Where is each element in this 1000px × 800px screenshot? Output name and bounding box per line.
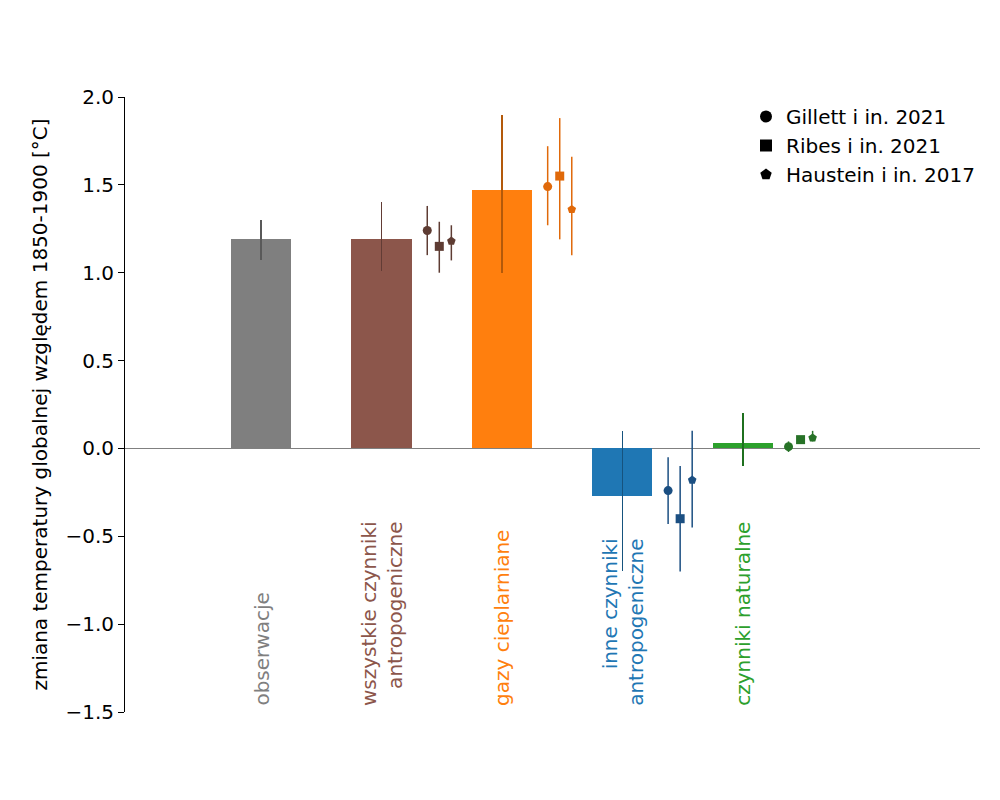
svg-text:2.0: 2.0 bbox=[82, 85, 114, 109]
svg-text:1.0: 1.0 bbox=[82, 261, 114, 285]
svg-text:Ribes i in. 2021: Ribes i in. 2021 bbox=[786, 134, 941, 158]
svg-text:−1.0: −1.0 bbox=[65, 612, 114, 636]
svg-text:zmiana temperatury globalnej w: zmiana temperatury globalnej względem 18… bbox=[28, 118, 52, 690]
svg-text:czynniki naturalne: czynniki naturalne bbox=[731, 522, 755, 706]
svg-text:Haustein i in. 2017: Haustein i in. 2017 bbox=[786, 163, 975, 187]
svg-text:obserwacje: obserwacje bbox=[250, 592, 274, 705]
svg-text:−0.5: −0.5 bbox=[65, 524, 114, 548]
svg-text:1.5: 1.5 bbox=[82, 173, 114, 197]
svg-text:gazy cieplarniane: gazy cieplarniane bbox=[490, 530, 514, 706]
svg-text:wszystkie czynnikiantropogenic: wszystkie czynnikiantropogeniczne bbox=[357, 521, 407, 706]
svg-text:−1.5: −1.5 bbox=[65, 700, 114, 724]
svg-text:0.5: 0.5 bbox=[82, 349, 114, 373]
svg-text:0.0: 0.0 bbox=[82, 436, 114, 460]
svg-text:inne czynnikiantropogeniczne: inne czynnikiantropogeniczne bbox=[598, 538, 648, 705]
svg-text:Gillett i in. 2021: Gillett i in. 2021 bbox=[786, 105, 946, 129]
